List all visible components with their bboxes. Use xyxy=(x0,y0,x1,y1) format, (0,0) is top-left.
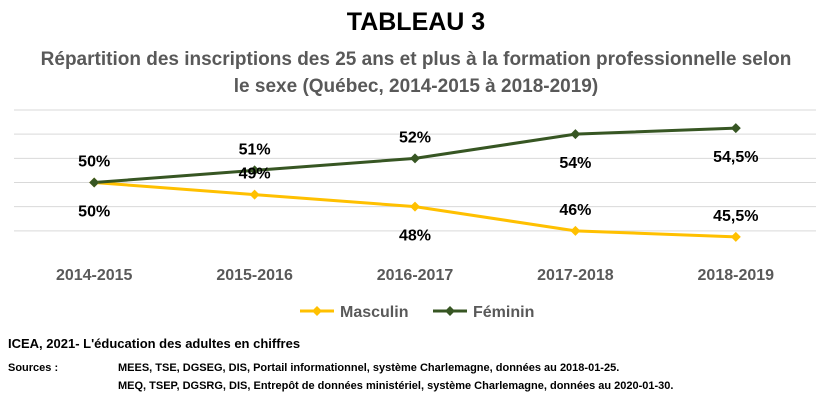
data-point xyxy=(89,177,100,188)
data-label: 46% xyxy=(559,202,591,219)
data-label: 49% xyxy=(239,166,271,183)
sources-label: Sources : xyxy=(8,362,59,374)
source-title: ICEA, 2021- L'éducation des adultes en c… xyxy=(8,336,301,351)
line-chart: 50% 49% 48% 46% 45,5% 50% 51% 52% 54% 54,5% 2014-… xyxy=(14,109,816,321)
gridlines xyxy=(14,109,816,232)
data-label: 50% xyxy=(78,204,110,221)
series-markers xyxy=(89,123,741,242)
data-label: 45,5% xyxy=(713,208,758,225)
x-tick-label: 2018-2019 xyxy=(698,267,775,284)
x-tick-label: 2015-2016 xyxy=(216,267,293,284)
data-label: 51% xyxy=(239,141,271,158)
legend: Masculin Féminin xyxy=(300,304,534,321)
data-point xyxy=(249,189,260,200)
data-point xyxy=(570,225,581,236)
x-tick-label: 2016-2017 xyxy=(377,267,454,284)
data-point xyxy=(410,201,420,212)
data-label: 48% xyxy=(399,228,431,245)
data-point xyxy=(249,165,260,176)
legend-marker xyxy=(445,306,455,316)
data-labels: 50% 49% 48% 46% 45,5% 50% 51% 52% 54% 54,5% xyxy=(78,129,758,244)
data-point xyxy=(570,129,581,140)
data-point xyxy=(730,231,741,242)
x-tick-label: 2014-2015 xyxy=(56,267,133,284)
data-label: 52% xyxy=(399,129,431,146)
data-label: 54,5% xyxy=(713,149,758,166)
legend-marker xyxy=(312,306,322,316)
legend-label: Masculin xyxy=(340,304,408,321)
data-point xyxy=(410,153,420,164)
source-line: MEQ, TSEP, DGSRG, DIS, Entrepôt de donné… xyxy=(118,380,674,392)
chart-subtitle: Répartition des inscriptions des 25 ans … xyxy=(40,49,792,97)
data-point xyxy=(730,123,741,134)
x-tick-label: 2017-2018 xyxy=(537,267,614,284)
data-label: 54% xyxy=(559,155,591,172)
legend-label: Féminin xyxy=(473,304,534,321)
data-label: 50% xyxy=(78,154,110,171)
x-axis-tick-labels: 2014-2015 2015-2016 2016-2017 2017-2018 2018… xyxy=(56,267,774,284)
chart-title: TABLEAU 3 xyxy=(346,8,486,36)
source-line: MEES, TSE, DGSEG, DIS, Portail informati… xyxy=(118,362,620,374)
